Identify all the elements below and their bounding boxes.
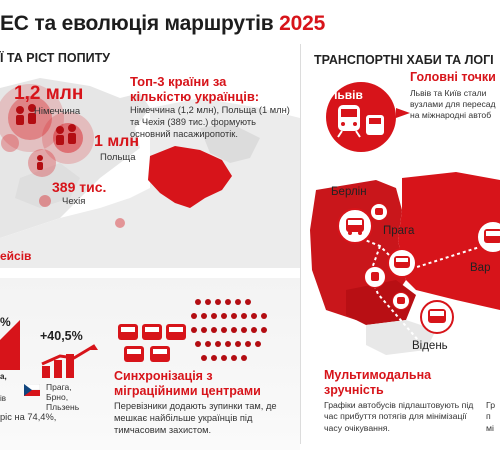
cz-cities: Прага, Брно, Пльзень [46,382,80,413]
people-icon [16,104,76,170]
main-points-heading: Головні точки [410,70,496,84]
sync-heading: Синхронізація з міграційними центрами [114,369,261,398]
dot-glow [1,134,19,152]
left-bottom-panel [0,278,300,450]
vienna-train-icon [392,292,410,310]
vienna-label: Відень [412,340,448,352]
czech-value: 389 тис. [52,179,107,195]
prague-bus-icon [387,248,417,278]
map-land-central [15,163,80,208]
ukraine-shape [148,146,232,208]
left-subtitle: Ї ТА РІСТ ПОПИТУ [0,51,110,65]
lviv-hub-circle [326,82,396,152]
czech-shape [346,280,416,325]
flights-heading: ейсів [0,249,32,263]
dot-glow [39,195,51,207]
cut-text-b: ів [0,394,7,403]
prague-label: Прага [383,225,415,237]
warsaw-bus-icon [476,220,500,254]
title-year: 2025 [279,12,326,35]
czech-flag-icon [24,384,40,396]
map-land-north [200,123,260,163]
multimodal-heading: Мультимодальна зручність [324,368,432,397]
cut-text-right: Гр п мі [486,400,496,433]
top3-body: Німеччина (1,2 млн), Польща (1 млн) та Ч… [130,105,290,140]
title-prefix: ЕС та еволюція маршрутів [0,12,274,35]
vienna-bus-icon [420,300,454,334]
warsaw-label: Вар [470,262,491,274]
growth-small: % [0,315,11,329]
germany-label: Німеччина [34,106,81,117]
lviv-label: Львів [329,88,363,102]
berlin-bus-icon [337,208,373,244]
czech-label: Чехія [62,196,86,207]
berlin-label: Берлін [331,186,367,198]
train-bus-icon [337,105,384,138]
growth-value: +40,5% [40,329,83,343]
growth-chart-icon [41,344,98,378]
prague-train-icon [364,266,386,288]
main-points-body: Львів та Київ стали вузлами для пересад … [410,88,496,121]
dot-glow [115,218,125,228]
right-subtitle: ТРАНСПОРТНІ ХАБИ ТА ЛОГІ [314,53,494,67]
column-divider [300,44,301,444]
sync-body: Перевізники додають зупинки там, де мешк… [114,401,277,436]
germany-value: 1,2 млн [14,83,84,104]
bottom-left-text: ріс на 74,4%, [0,412,57,422]
poland-label: Польща [100,152,136,163]
europe-map-left [0,78,300,268]
top3-heading: Топ-3 країни за кількістю українців: [130,74,260,105]
austria-shape [366,320,436,355]
bus-people-icon [118,299,267,362]
page-title: ЕС та еволюція маршрутів 2025 [0,12,325,36]
multimodal-body: Графіки автобусів підлаштовують під час … [324,400,474,433]
growth-chart-left [0,320,20,370]
poland-shape [398,172,500,310]
arrow-right-icon [396,108,410,118]
train-mini-icon [370,203,388,221]
poland-value: 1 млн [94,133,140,150]
cut-text-a: а, [0,372,7,381]
